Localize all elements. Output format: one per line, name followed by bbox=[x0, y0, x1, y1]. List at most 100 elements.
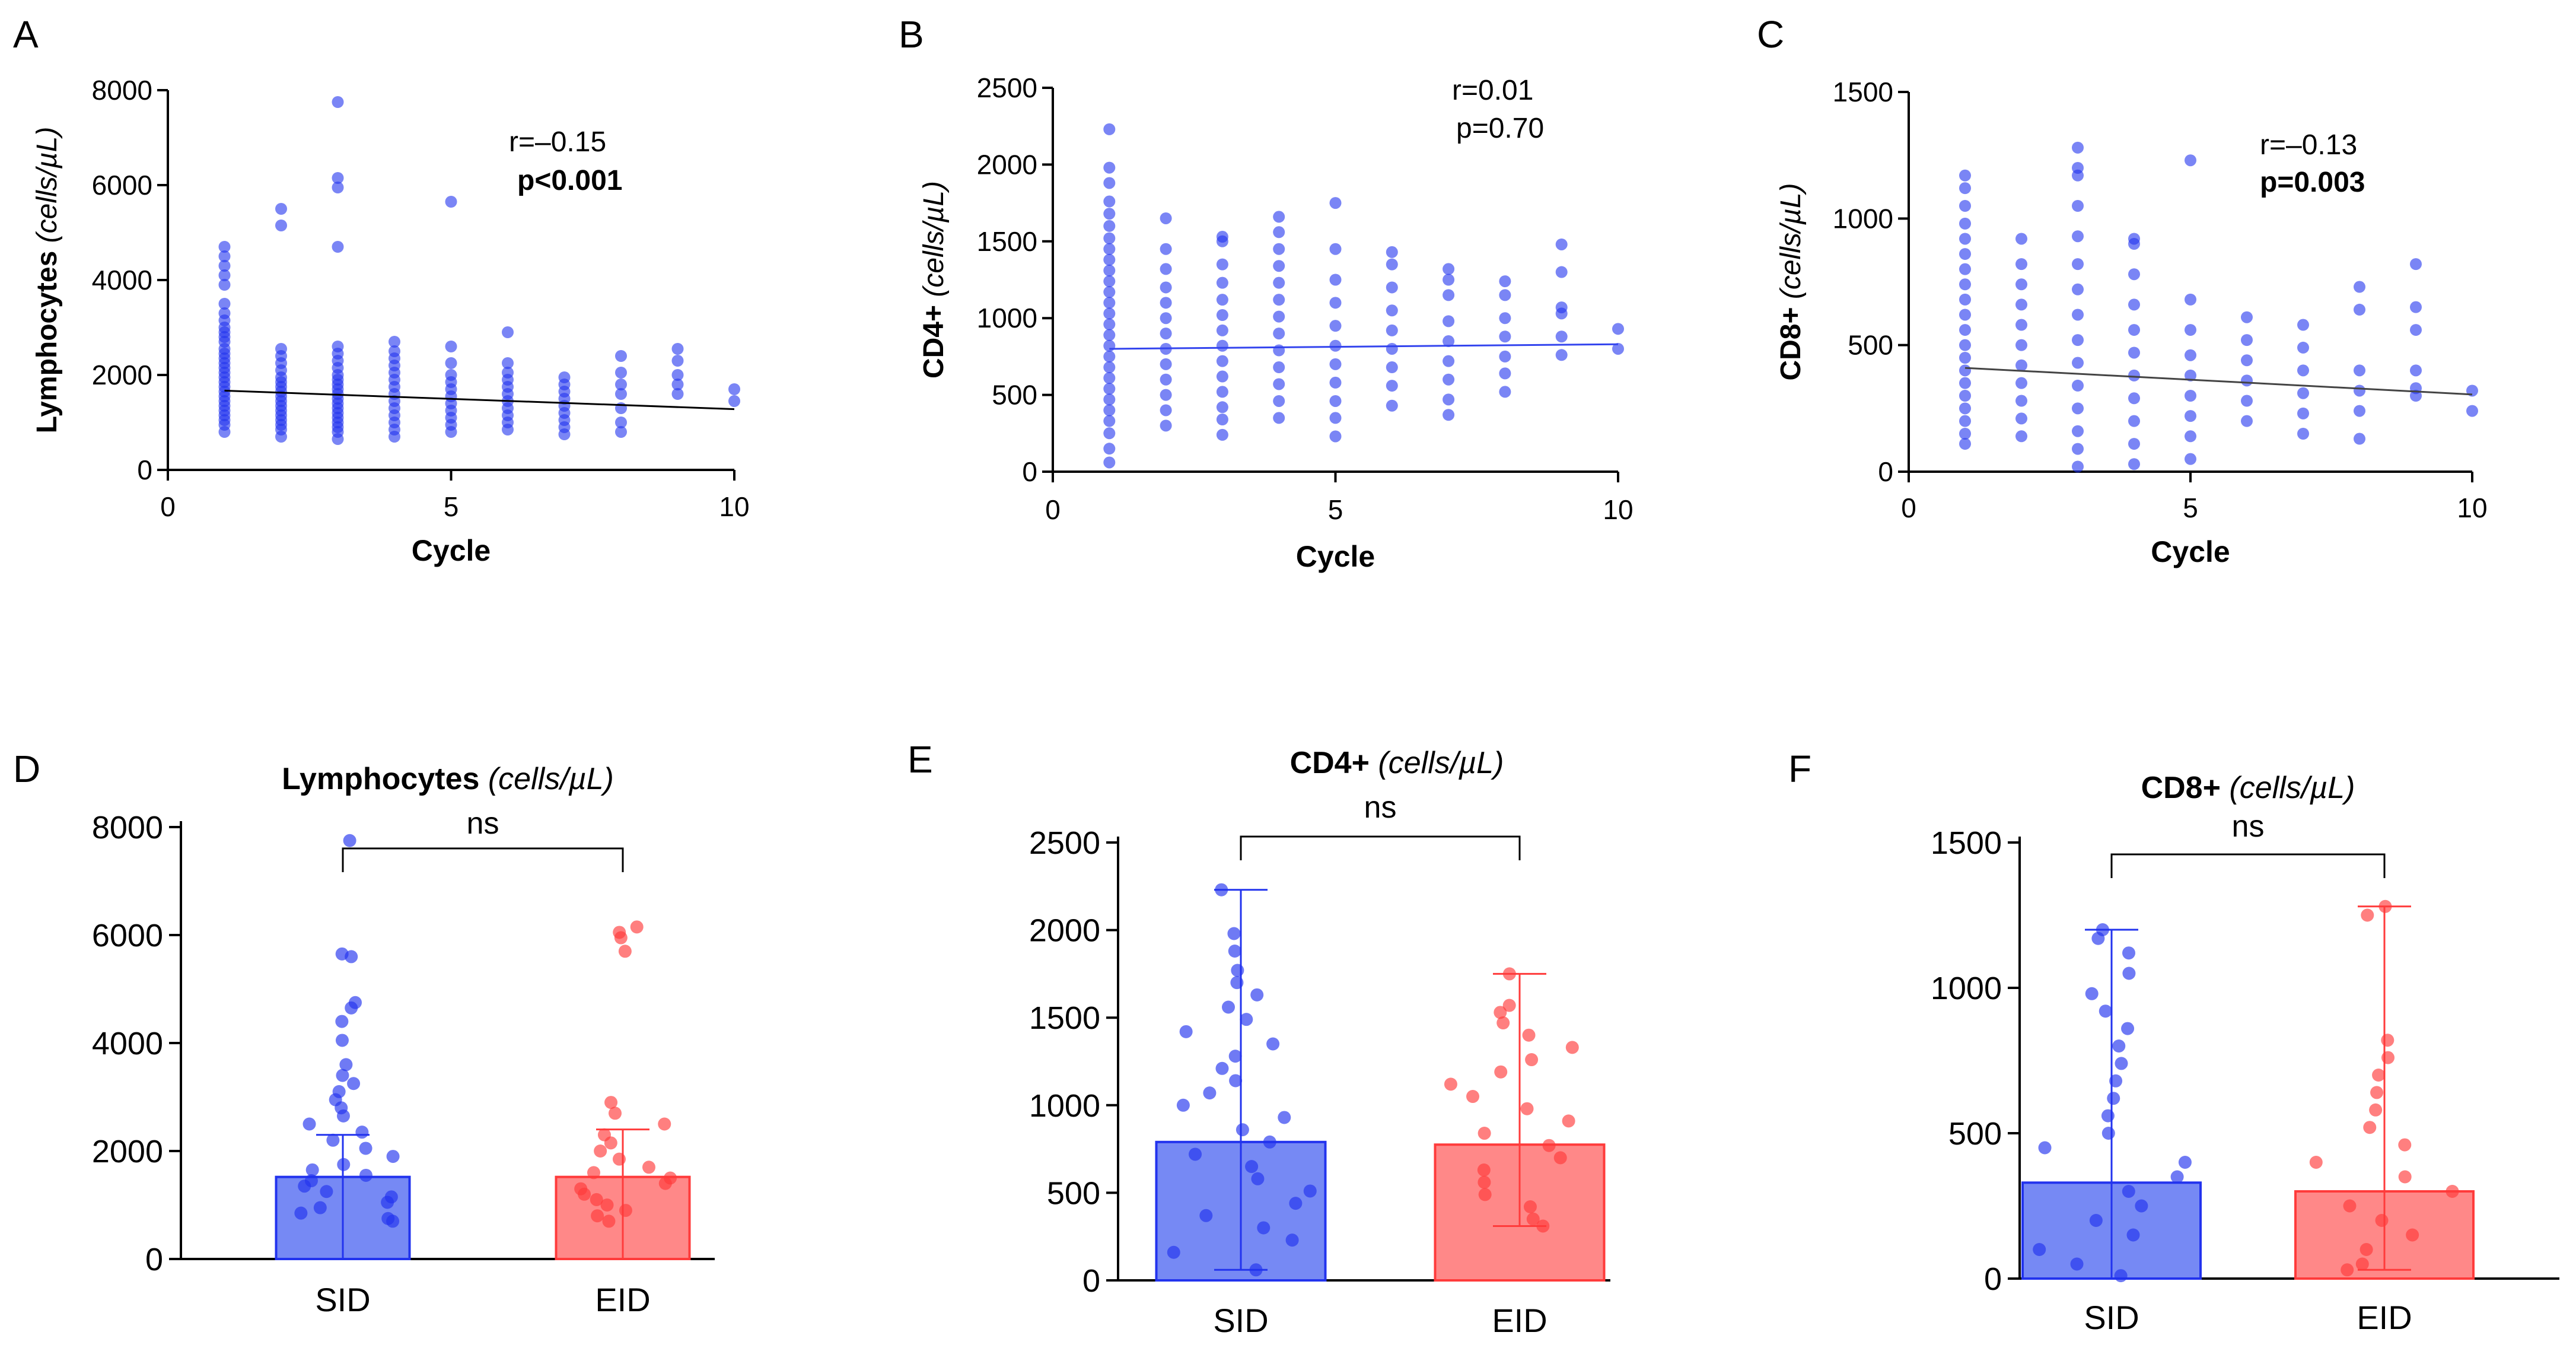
data-point bbox=[2072, 200, 2084, 212]
data-point bbox=[1555, 238, 1568, 250]
data-point bbox=[1103, 195, 1116, 208]
data-point bbox=[1216, 339, 1228, 352]
data-point bbox=[305, 1163, 319, 1177]
data-point bbox=[1160, 373, 1172, 386]
data-point bbox=[2178, 1156, 2192, 1169]
data-point bbox=[1386, 324, 1398, 336]
x-tick-label: 10 bbox=[719, 491, 749, 522]
data-point bbox=[728, 383, 740, 395]
data-point bbox=[359, 1142, 372, 1155]
data-point bbox=[2241, 395, 2253, 407]
panel-letter: E bbox=[908, 738, 933, 781]
data-point bbox=[1103, 264, 1116, 276]
data-point bbox=[2297, 364, 2309, 377]
data-point bbox=[2410, 324, 2422, 336]
data-point bbox=[1959, 293, 1971, 306]
data-point bbox=[2185, 324, 2196, 336]
data-point bbox=[1216, 294, 1228, 306]
data-point bbox=[1478, 1188, 1492, 1201]
data-point bbox=[1303, 1184, 1317, 1198]
data-point bbox=[1273, 211, 1285, 223]
data-point bbox=[1103, 243, 1116, 255]
data-point bbox=[1103, 208, 1116, 220]
data-point bbox=[612, 1152, 626, 1166]
data-point bbox=[1103, 339, 1116, 352]
data-point bbox=[359, 1168, 372, 1182]
data-point bbox=[218, 260, 231, 272]
x-tick-label: 0 bbox=[160, 491, 176, 522]
data-point bbox=[2122, 946, 2135, 960]
data-point bbox=[1103, 286, 1116, 298]
data-point bbox=[1959, 364, 1971, 377]
data-point bbox=[1959, 278, 1971, 291]
data-point bbox=[332, 182, 344, 193]
data-point bbox=[2015, 377, 2027, 389]
data-point bbox=[1216, 414, 1228, 426]
data-point bbox=[1216, 386, 1228, 398]
data-point bbox=[2107, 1092, 2120, 1105]
data-point bbox=[1230, 976, 1244, 990]
data-point bbox=[1160, 404, 1172, 417]
data-point bbox=[1499, 275, 1511, 288]
panel-letter: B bbox=[899, 13, 924, 56]
data-point bbox=[1522, 1028, 1536, 1042]
data-point bbox=[2128, 458, 2140, 470]
data-point bbox=[1386, 380, 1398, 392]
data-point bbox=[1251, 1172, 1265, 1185]
chart-title-unit: (cells/µL) bbox=[2229, 771, 2355, 805]
data-point bbox=[1103, 443, 1116, 455]
data-point bbox=[1160, 328, 1172, 340]
data-point bbox=[2109, 1074, 2123, 1088]
data-point bbox=[2015, 339, 2027, 351]
x-axis-label: Cycle bbox=[412, 534, 491, 567]
data-point bbox=[608, 1107, 622, 1120]
data-point bbox=[614, 931, 628, 945]
data-point bbox=[2128, 238, 2140, 250]
data-point bbox=[2343, 1199, 2357, 1213]
data-point bbox=[335, 1015, 349, 1028]
data-point bbox=[1273, 328, 1285, 340]
data-points-eid bbox=[2309, 899, 2459, 1277]
data-point bbox=[1103, 253, 1116, 266]
data-point bbox=[336, 1069, 349, 1082]
data-point bbox=[1478, 1127, 1491, 1140]
data-point bbox=[1103, 297, 1116, 309]
data-point bbox=[1160, 419, 1172, 432]
data-point bbox=[2072, 258, 2084, 271]
data-point bbox=[1959, 200, 1971, 212]
y-tick-label: 0 bbox=[145, 1242, 163, 1277]
data-point bbox=[615, 350, 627, 362]
y-tick-label: 2500 bbox=[1029, 825, 1100, 861]
data-point bbox=[1215, 883, 1228, 896]
data-point bbox=[2297, 341, 2309, 354]
data-point bbox=[1526, 1212, 1540, 1226]
significance-label: ns bbox=[1364, 790, 1397, 825]
stat-p-value: p=0.70 bbox=[1456, 113, 1544, 144]
data-point bbox=[2378, 899, 2392, 913]
data-point bbox=[1250, 988, 1264, 1002]
data-point bbox=[2354, 433, 2365, 445]
data-point bbox=[2072, 402, 2084, 415]
data-point bbox=[1167, 1245, 1180, 1259]
data-point bbox=[1959, 428, 1971, 440]
data-point bbox=[1553, 1151, 1567, 1165]
data-point bbox=[1959, 248, 1971, 260]
data-point bbox=[2410, 258, 2422, 271]
data-point bbox=[2072, 357, 2084, 369]
data-point bbox=[2309, 1156, 2323, 1169]
stat-p-value: p<0.001 bbox=[517, 165, 622, 196]
data-point bbox=[1555, 349, 1568, 361]
data-point bbox=[336, 1109, 350, 1123]
data-point bbox=[2099, 1004, 2112, 1018]
data-point bbox=[218, 250, 231, 262]
data-point bbox=[2355, 1257, 2369, 1271]
data-point bbox=[1959, 377, 1971, 389]
data-point bbox=[1257, 1221, 1271, 1235]
y-axis-label: CD8+ (cells/µL) bbox=[1775, 183, 1807, 380]
data-point bbox=[1273, 361, 1285, 374]
data-point bbox=[1502, 999, 1516, 1012]
data-point bbox=[2015, 430, 2027, 443]
data-point bbox=[2466, 405, 2478, 417]
data-point bbox=[618, 945, 632, 958]
data-point bbox=[1386, 399, 1398, 412]
